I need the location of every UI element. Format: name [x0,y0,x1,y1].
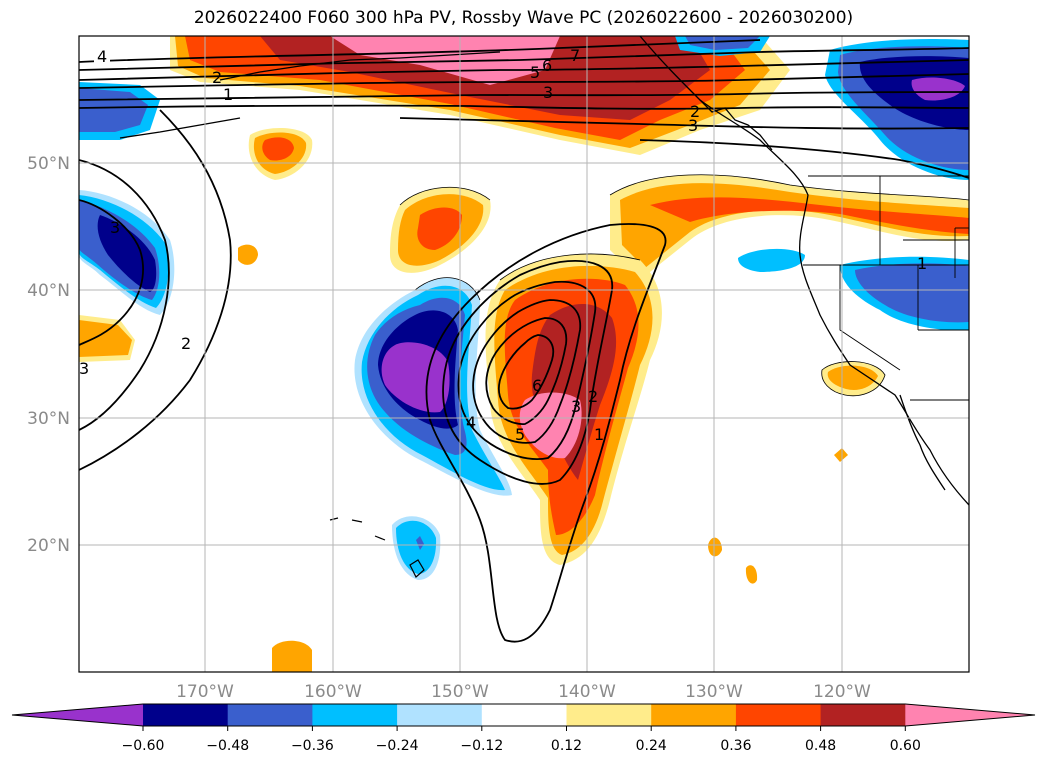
pv-blob-small1 [238,244,258,265]
contour-label-group: 4 2 1 7 6 5 3 3 2 3 6 5 4 3 2 1 1 2 3 [79,46,927,444]
colorbar-tick-label: −0.36 [291,738,334,754]
map-frame [78,35,970,673]
colorbar-tick-label: −0.60 [122,738,165,754]
contour-label: 4 [466,413,476,432]
contour-label: 1 [594,425,604,444]
lat-label-50n: 50°N [27,154,70,174]
pv-neg-e-blue [855,263,969,323]
longitude-labels: 170°W 160°W 150°W 140°W 130°W 120°W [176,682,871,702]
contour-label: 6 [532,376,542,395]
lat-label-40n: 40°N [27,281,70,301]
shading-outlines [399,174,969,397]
pv-neg-e-small [738,248,805,272]
hawaiian-islands [329,517,425,578]
pv-neg-ne-purple [911,77,965,101]
pv-blob-tiny2 [745,565,758,584]
colorbar-segment [312,704,398,726]
contour-lines [79,39,969,643]
gridlines [79,36,969,672]
pv-blob-tiny3 [834,448,848,462]
colorbar-extend-high [905,704,1035,726]
lat-label-30n: 30°N [27,409,70,429]
colorbar-segment [735,704,822,726]
pv-neg-top-blue [685,36,760,50]
colorbar-segment [566,704,652,726]
lon-label-130w: 130°W [685,682,743,702]
colorbar-tick-label: 0.12 [551,738,582,754]
colorbar-tick-label: 0.24 [636,738,667,754]
colorbar-segment [820,704,906,726]
colorbar-tick-label: −0.48 [206,738,249,754]
pv-neg-hawaii-cyan [396,520,437,574]
coastlines [119,36,969,506]
contour-label: 7 [570,46,580,65]
contour-label: 3 [543,83,553,102]
contour-label: 5 [515,425,525,444]
contour-label: 2 [690,102,700,121]
colorbar-tick-label: −0.24 [376,738,419,754]
lat-label-20n: 20°N [27,536,70,556]
lon-label-120w: 120°W [813,682,871,702]
pv-blob-sw [272,640,312,672]
colorbar-segment [397,704,483,726]
contour-label: 4 [97,47,107,66]
contour-label: 3 [110,218,120,237]
colorbar-tick-label: 0.48 [805,738,836,754]
lon-label-160w: 160°W [304,682,362,702]
pv-blob-tiny1 [708,537,722,557]
map-plot-area [79,36,969,672]
contour-label: 6 [542,56,552,75]
contour-label: 3 [79,359,89,378]
lon-label-140w: 140°W [558,682,616,702]
contour-label: 3 [688,116,698,135]
contour-label: 2 [588,387,598,406]
lon-label-150w: 150°W [431,682,489,702]
latitude-labels: 50°N 40°N 30°N 20°N [27,154,70,556]
colorbar-segment [481,704,567,726]
pv-band-east-red [650,197,969,234]
pv-blob-red [417,207,462,250]
colorbar-extend-low [12,704,143,726]
contour-label: 3 [571,397,581,416]
contour-label: 2 [212,68,222,87]
contour-label: 2 [181,334,191,353]
colorbar-tick-label: 0.60 [890,738,921,754]
pv-neg-west-navy [97,215,157,292]
pv-blob-w-orange [79,320,132,357]
colorbar-segment [651,704,737,726]
state-borders [803,175,969,401]
lon-label-170w: 170°W [176,682,234,702]
pv-neg-hawaii-blue [416,536,424,550]
contour-label: 5 [530,63,540,82]
pv-blob-nw-red [262,137,294,161]
contour-label: 1 [917,254,927,273]
pv-neg-central-purple [381,342,450,413]
contour-label: 1 [223,85,233,104]
colorbar: −0.60 −0.48 −0.36 −0.24 −0.12 0.12 0.24 0.36 0.4… [11,703,1036,754]
map-title: 2026022400 F060 300 hPa PV, Rossby Wave … [193,8,854,28]
colorbar-tick-label: −0.12 [460,738,503,754]
colorbar-segment [227,704,313,726]
colorbar-tick-label: 0.36 [720,738,751,754]
pv-blob-ca-orange [827,365,878,390]
colorbar-segment [143,704,229,726]
